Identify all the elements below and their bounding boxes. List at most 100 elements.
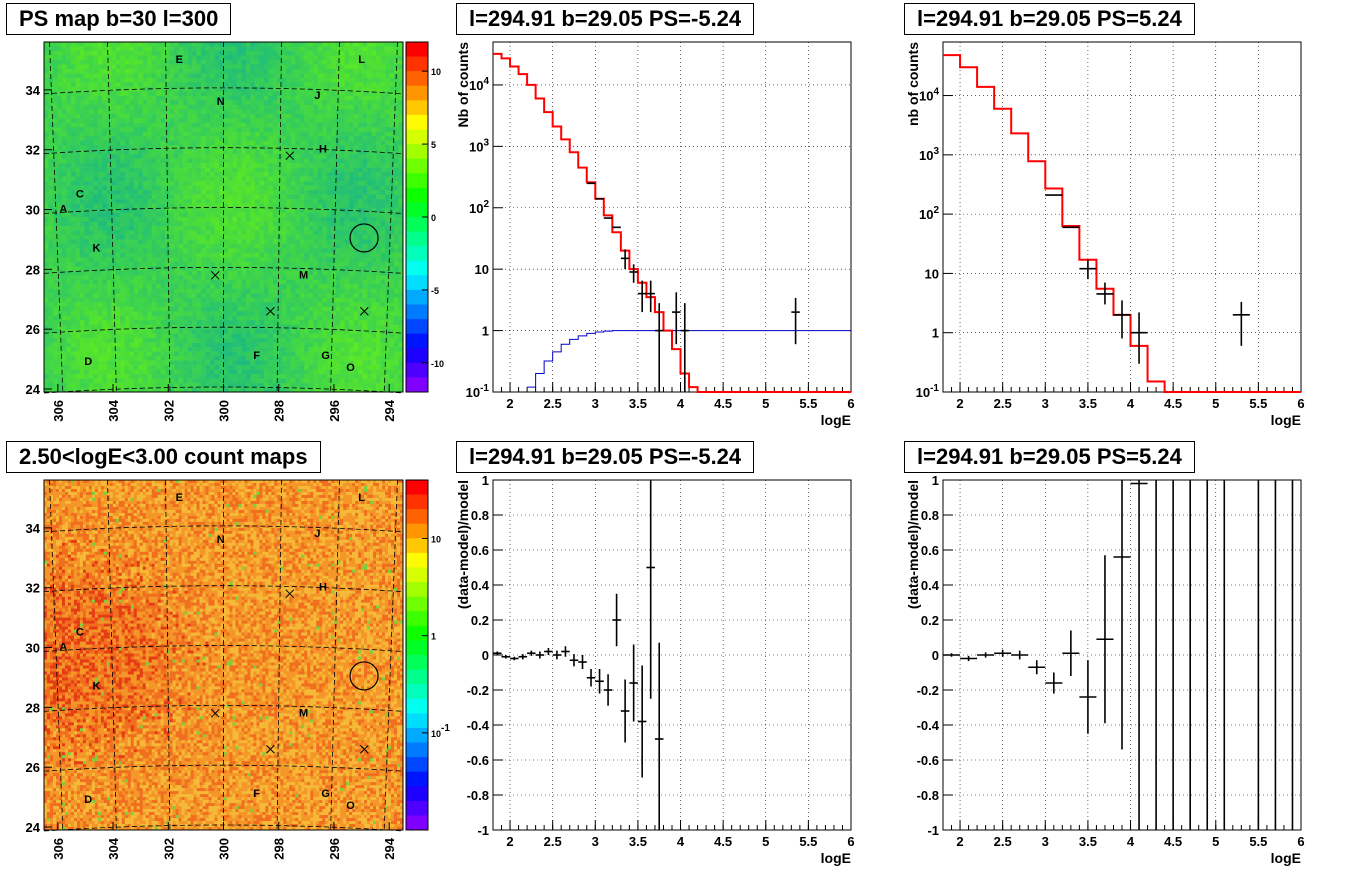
- map-cell: [237, 163, 242, 168]
- map-cell: [192, 51, 197, 56]
- map-cell: [241, 64, 246, 69]
- map-cell: [219, 60, 224, 65]
- map-cell: [44, 365, 49, 370]
- map-cell: [188, 141, 193, 146]
- map-cell: [304, 69, 309, 74]
- map-cell: [71, 78, 76, 83]
- map-cell: [116, 257, 121, 262]
- map-cell: [318, 109, 323, 114]
- map-cell: [53, 172, 58, 177]
- map-cell: [282, 132, 287, 137]
- map-cell: [309, 73, 314, 78]
- map-cell: [300, 109, 305, 114]
- map-cell: [102, 42, 107, 47]
- map-cell: [313, 280, 318, 285]
- map-cell: [264, 60, 269, 65]
- map-cell: [143, 199, 148, 204]
- map-cell: [206, 262, 211, 267]
- map-cell: [120, 248, 125, 253]
- map-cell: [129, 114, 134, 119]
- map-cell: [273, 168, 278, 173]
- map-cell: [304, 356, 309, 361]
- map-cell: [84, 46, 89, 51]
- map-cell: [116, 262, 121, 267]
- map-cell: [44, 239, 49, 244]
- map-cell: [309, 307, 314, 312]
- map-cell: [188, 374, 193, 379]
- map-cell: [197, 42, 202, 47]
- map-cell: [102, 78, 107, 83]
- map-cell: [322, 91, 327, 96]
- map-cell: [322, 271, 327, 276]
- map-cell: [300, 163, 305, 168]
- map-cell: [300, 60, 305, 65]
- map-cell: [241, 136, 246, 141]
- map-cell: [66, 177, 71, 182]
- map-cell: [80, 370, 85, 375]
- map-cell: [80, 302, 85, 307]
- map-cell: [57, 195, 62, 200]
- map-cell: [134, 275, 139, 280]
- map-cell: [224, 186, 229, 191]
- map-cell: [206, 338, 211, 343]
- map-cell: [206, 195, 211, 200]
- map-cell: [98, 195, 103, 200]
- map-cell: [300, 356, 305, 361]
- map-cell: [219, 235, 224, 240]
- map-cell: [259, 213, 264, 218]
- map-cell: [304, 289, 309, 294]
- map-cell: [232, 46, 237, 51]
- map-cell: [161, 87, 166, 92]
- map-cell: [286, 374, 291, 379]
- map-cell: [273, 51, 278, 56]
- map-cell: [197, 118, 202, 123]
- map-cell: [98, 109, 103, 114]
- map-cell: [93, 298, 98, 303]
- map-cell: [215, 262, 220, 267]
- map-cell: [304, 320, 309, 325]
- map-cell: [210, 127, 215, 132]
- map-cell: [232, 42, 237, 47]
- map-cell: [304, 60, 309, 65]
- map-cell: [322, 82, 327, 87]
- map-cell: [241, 141, 246, 146]
- map-cell: [232, 365, 237, 370]
- map-cell: [309, 186, 314, 191]
- map-cell: [197, 195, 202, 200]
- map-cell: [309, 181, 314, 186]
- map-cell: [273, 190, 278, 195]
- map-cell: [89, 280, 94, 285]
- map-cell: [206, 73, 211, 78]
- map-cell: [179, 132, 184, 137]
- map-cell: [170, 239, 175, 244]
- map-cell: [174, 311, 179, 316]
- map-cell: [183, 82, 188, 87]
- map-cell: [179, 248, 184, 253]
- map-cell: [53, 262, 58, 267]
- map-cell: [295, 145, 300, 150]
- map-cell: [84, 253, 89, 258]
- map-cell: [327, 51, 332, 56]
- map-cell: [273, 163, 278, 168]
- map-cell: [44, 60, 49, 65]
- map-cell: [89, 271, 94, 276]
- map-cell: [300, 78, 305, 83]
- map-cell: [201, 338, 206, 343]
- map-cell: [277, 87, 282, 92]
- map-cell: [304, 190, 309, 195]
- map-cell: [300, 230, 305, 235]
- map-cell: [241, 379, 246, 384]
- map-cell: [93, 383, 98, 388]
- map-cell: [201, 320, 206, 325]
- map-cell: [170, 141, 175, 146]
- map-cell: [44, 55, 49, 60]
- map-cell: [264, 109, 269, 114]
- map-cell: [219, 181, 224, 186]
- map-cell: [313, 73, 318, 78]
- map-cell: [107, 352, 112, 357]
- map-cell: [309, 127, 314, 132]
- map-cell: [152, 235, 157, 240]
- map-cell: [277, 356, 282, 361]
- map-cell: [107, 325, 112, 330]
- map-cell: [241, 221, 246, 226]
